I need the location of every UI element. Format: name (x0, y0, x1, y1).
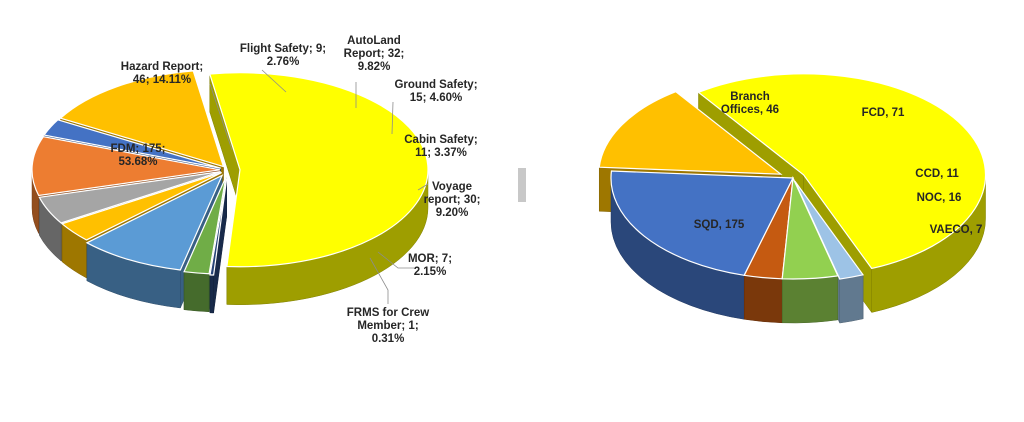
pie2-label-ccd: CCD, 11 (915, 168, 959, 180)
pie-chart-right: SQD, 175 Branch Offices, 46 FCD, 71 CCD, 11 N… (598, 73, 987, 324)
separator-bar (518, 168, 526, 202)
pie1-side-frms-for-crew-member (209, 274, 214, 314)
pie2-side-ccd (743, 275, 783, 324)
pie1-label-flight-safety: Flight Safety; 9; 2.76% (240, 43, 326, 68)
pie1-slice-fdm[interactable] (208, 72, 429, 268)
pie1-leader-line (377, 251, 415, 269)
pie-chart-left: FDM; 175; 53.68% Hazard Report; 46; 14.11% F… (31, 35, 481, 345)
pie1-slice-flight-safety[interactable] (43, 119, 221, 169)
pie1-label-mor: MOR; 7; 2.15% (408, 253, 452, 278)
pie1-label-frms-for-crew-member: FRMS for Crew Member; 1; 0.31% (347, 307, 429, 345)
pie2-side-vaeco (839, 274, 864, 324)
pie2-label-noc: NOC, 16 (917, 192, 962, 204)
pie2-side-noc (781, 275, 839, 324)
pie1-slice-cabin-safety[interactable] (60, 171, 222, 241)
pie1-label-autoland-report: AutoLand Report; 32; 9.82% (344, 35, 405, 73)
pie2-label-sqd: SQD, 175 (694, 219, 745, 231)
pie1-slice-frms-for-crew-member[interactable] (209, 178, 228, 276)
pie2-slice-sqd[interactable] (697, 73, 987, 270)
pie1-label-fdm: FDM; 175; 53.68% (111, 143, 166, 168)
pie1-slice-hazard-report[interactable] (59, 70, 225, 168)
pie1-slice-voyage-report[interactable] (85, 174, 224, 271)
pie1-leader-line (369, 257, 389, 304)
pie1-label-ground-safety: Ground Safety; 15; 4.60% (394, 79, 477, 104)
pie2-label-vaeco: VAECO, 7 (930, 224, 983, 236)
pie1-label-hazard-report: Hazard Report; 46; 14.11% (121, 61, 203, 86)
pie2-slice-fcd[interactable] (610, 170, 794, 276)
pie1-label-cabin-safety: Cabin Safety; 11; 3.37% (404, 134, 478, 159)
pie2-label-branch-offices: Branch Offices, 46 (721, 91, 779, 116)
pie1-side-mor (183, 271, 210, 313)
pie1-slice-mor[interactable] (183, 176, 227, 275)
pie2-label-fcd: FCD, 71 (862, 107, 905, 119)
pie1-slice-autoland-report[interactable] (31, 135, 221, 197)
pie2-slice-vaeco[interactable] (794, 180, 865, 280)
pie1-label-voyage-report: Voyage report; 30; 9.20% (424, 181, 481, 219)
pie2-slice-branch-offices[interactable] (598, 91, 783, 175)
pie1-leader-line (209, 83, 233, 151)
pie1-leader-line (391, 101, 394, 135)
pie1-leader-line (261, 69, 287, 93)
pie1-leader-line (417, 183, 429, 191)
pie1-slice-ground-safety[interactable] (38, 171, 221, 224)
